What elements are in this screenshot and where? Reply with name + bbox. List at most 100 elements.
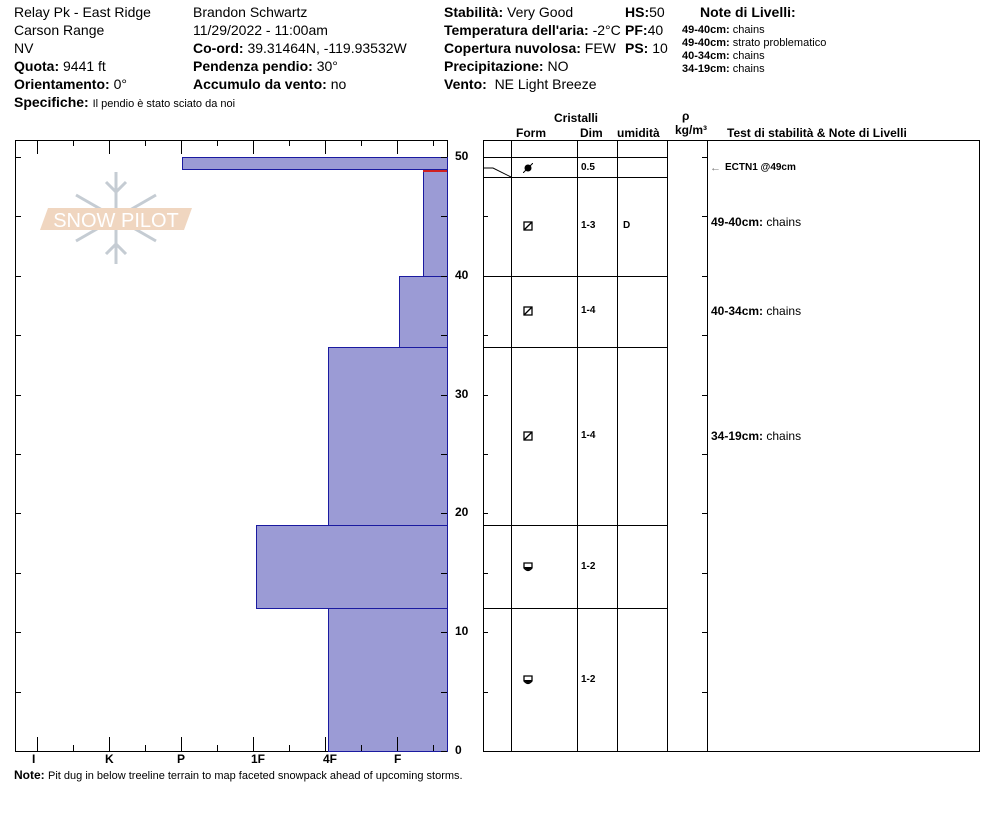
aspect: Orientamento: 0° (14, 76, 127, 92)
depth-tick (15, 691, 21, 693)
depth-tick (483, 691, 488, 693)
hardness-tick-bottom (217, 745, 218, 751)
row-line (483, 347, 667, 349)
depth-tick (15, 216, 21, 218)
note-text: chains (732, 24, 765, 36)
coord-value: 39.31464N, -119.93532W (247, 40, 407, 56)
depth-tick (702, 275, 707, 277)
wind-label: Vento: (444, 76, 487, 92)
wind-load-value: no (330, 76, 347, 92)
slope-value: 30° (316, 58, 338, 74)
hardness-layer (328, 608, 448, 752)
wind-load: Accumulo da vento: no (193, 76, 346, 92)
aspect-label: Orientamento: (14, 76, 110, 92)
hardness-tick-bottom (37, 737, 38, 751)
hardness-layer (182, 157, 448, 170)
depth-tick (441, 394, 447, 396)
hardness-tick-top (253, 140, 254, 154)
hardness-tick-top (73, 140, 74, 146)
air-temp-value: -2°C (592, 22, 621, 38)
depth-tick (702, 513, 707, 515)
air-temp: Temperatura dell'aria: -2°C (444, 22, 621, 38)
depth-tick (15, 157, 21, 158)
hardness-tick-top (433, 140, 434, 146)
elevation: Quota: 9441 ft (14, 58, 106, 74)
depth-label: 0 (455, 743, 462, 757)
depth-tick (702, 335, 707, 337)
hardness-label: F (394, 752, 402, 766)
hardness-tick-bottom (325, 737, 326, 751)
wind-value: NE Light Breeze (494, 76, 597, 92)
depth-tick (441, 216, 447, 218)
hardness-tick-bottom (397, 737, 398, 751)
note-text: chains (766, 304, 802, 319)
table-column-line (707, 140, 708, 751)
note-label: Note: (14, 768, 45, 782)
hardness-tick-bottom (109, 737, 110, 751)
depth-tick (15, 275, 21, 277)
specifics-value: Il pendio è stato sciato da noi (92, 98, 236, 110)
hardness-tick-bottom (145, 745, 146, 751)
depth-tick (15, 335, 21, 337)
hardness-tick-bottom (433, 745, 434, 751)
depth-tick (441, 454, 447, 455)
depth-tick (15, 751, 21, 752)
hardness-label: 1F (251, 752, 266, 766)
stability-value: Very Good (507, 4, 574, 20)
row-line (483, 275, 667, 277)
depth-tick (441, 275, 447, 277)
stability: Stabilità: Very Good (444, 4, 573, 20)
test-arrow-icon: ← (710, 161, 721, 174)
slope-label: Pendenza pendio: (193, 58, 313, 74)
precip-value: NO (547, 58, 569, 74)
header-density: kg/m³ (675, 123, 708, 137)
depth-tick (15, 454, 21, 455)
depth-tick (483, 454, 488, 455)
hs: HS:50 (625, 4, 665, 20)
stability-test: ECTN1 @49cm (725, 161, 796, 173)
note-text: chains (766, 429, 802, 444)
hardness-tick-top (325, 140, 326, 154)
depth-tick (483, 513, 488, 515)
profile-layer-note: 49-40cm: chains (711, 215, 801, 229)
hardness-label: P (177, 752, 186, 766)
depth-label: 10 (455, 624, 469, 639)
row-line (483, 157, 667, 158)
hardness-tick-bottom (73, 745, 74, 751)
wind: Vento: NE Light Breeze (444, 76, 597, 92)
header-rho: ρ (682, 109, 690, 123)
hardness-tick-top (109, 140, 110, 154)
depth-label: 30 (455, 386, 469, 401)
location: Relay Pk - East Ridge (14, 4, 151, 20)
header-layer-note: 40-34cm: chains (682, 50, 765, 62)
depth-tick (702, 157, 707, 158)
depth-tick (15, 513, 21, 515)
header-crystals: Cristalli (554, 111, 599, 125)
hardness-tick-bottom (361, 745, 362, 751)
hardness-label: K (105, 752, 114, 766)
footer-note: Note: Pit dug in below treeline terrain … (14, 767, 463, 784)
hardness-tick-top (397, 140, 398, 154)
problem-layer-marker (423, 169, 447, 172)
hardness-tick-top (361, 140, 362, 146)
depth-tick (702, 751, 707, 752)
precip: Precipitazione: NO (444, 58, 568, 74)
hardness-layer (399, 275, 448, 349)
note-range: 34-19cm: (711, 429, 764, 444)
state: NV (14, 40, 34, 56)
depth-tick (483, 751, 488, 752)
snowpilot-logo: SNOW PILOT (40, 172, 192, 264)
note-text: Pit dug in below treeline terrain to map… (48, 770, 463, 782)
hardness-layer (423, 168, 448, 277)
slope: Pendenza pendio: 30° (193, 58, 338, 74)
depth-tick (483, 572, 488, 574)
depth-tick (483, 394, 488, 396)
wind-load-label: Accumulo da vento: (193, 76, 327, 92)
depth-tick (702, 691, 707, 693)
depth-tick (441, 632, 447, 634)
crystal-size: 1-4 (581, 430, 596, 442)
hs-label: HS: (625, 4, 650, 20)
hardness-tick-top (145, 140, 146, 146)
logo-text: SNOW PILOT (53, 210, 179, 232)
